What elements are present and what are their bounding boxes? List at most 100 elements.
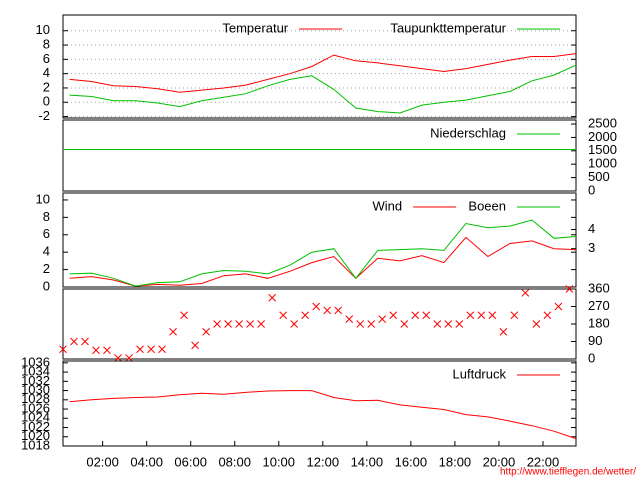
- direction-marker: [202, 327, 210, 336]
- x-tick-label: 22:00: [527, 454, 560, 469]
- y2-tick-label: 1500: [588, 142, 617, 157]
- y2-tick-label: 270: [588, 298, 610, 313]
- footer-url: http://www.tiefflegen.de/wetter/: [500, 467, 636, 478]
- series-line: [69, 390, 577, 440]
- direction-marker: [114, 354, 122, 362]
- y-tick-label: 1026: [21, 400, 50, 415]
- panel-frame: [62, 192, 577, 288]
- direction-marker: [70, 337, 78, 346]
- direction-marker: [554, 302, 563, 311]
- x-tick-label: 18:00: [439, 454, 472, 469]
- direction-marker: [169, 327, 177, 336]
- series-line: [69, 53, 577, 93]
- y2-tick-label: 0: [588, 350, 595, 365]
- direction-marker: [257, 320, 266, 328]
- y-tick-label: 4: [43, 65, 50, 80]
- direction-marker: [224, 320, 232, 328]
- y-tick-label: 10: [36, 22, 50, 37]
- x-tick-label: 08:00: [218, 454, 251, 469]
- y-tick-label: 1032: [21, 373, 50, 388]
- y-tick-label: 8: [43, 209, 50, 224]
- direction-marker: [466, 311, 475, 320]
- y2-tick-label: 360: [588, 280, 610, 295]
- y-tick-label: 2: [43, 79, 50, 94]
- y-tick-label: 4: [43, 244, 50, 259]
- direction-marker: [499, 327, 508, 336]
- y2-tick-label: 2000: [588, 129, 617, 144]
- direction-marker: [422, 311, 431, 320]
- y-tick-label: 6: [43, 51, 50, 66]
- x-tick-label: 16:00: [395, 454, 428, 469]
- direction-marker: [158, 345, 166, 354]
- direction-marker: [543, 311, 552, 320]
- direction-marker: [268, 293, 277, 302]
- panel-frame: [62, 360, 577, 447]
- direction-marker: [147, 345, 155, 354]
- x-tick-label: 12:00: [307, 454, 340, 469]
- direction-marker: [312, 302, 321, 311]
- direction-marker: [345, 315, 354, 323]
- legend-label: Wind: [373, 198, 403, 213]
- direction-marker: [367, 320, 376, 328]
- direction-marker: [246, 320, 254, 328]
- y-tick-label: 1022: [21, 419, 50, 434]
- y-tick-label: 6: [43, 226, 50, 241]
- panel-frame: [62, 14, 577, 119]
- legend-label: Niederschlag: [430, 125, 506, 140]
- direction-marker: [301, 311, 310, 320]
- direction-marker: [389, 311, 398, 320]
- x-tick-label: 20:00: [483, 454, 516, 469]
- x-tick-label: 02:00: [86, 454, 119, 469]
- x-tick-label: 04:00: [130, 454, 163, 469]
- direction-marker: [356, 320, 365, 328]
- direction-marker: [59, 345, 67, 354]
- legend-label: Luftdruck: [453, 366, 507, 381]
- y-tick-label: 1030: [21, 382, 50, 397]
- direction-marker: [400, 320, 409, 328]
- direction-marker: [290, 320, 299, 328]
- y-tick-label: 10: [36, 191, 50, 206]
- direction-marker: [510, 311, 519, 320]
- direction-marker: [180, 311, 188, 320]
- direction-marker: [279, 311, 288, 320]
- panel-frame: [62, 119, 577, 192]
- y-tick-label: 1034: [21, 364, 50, 379]
- legend-label: Boeen: [468, 198, 506, 213]
- y2-tick-label: 3: [588, 240, 595, 255]
- y-tick-label: 1020: [21, 428, 50, 443]
- y-tick-label: 1018: [21, 437, 50, 452]
- direction-marker: [334, 306, 343, 315]
- direction-marker: [488, 311, 497, 320]
- direction-marker: [136, 345, 144, 354]
- x-tick-label: 14:00: [351, 454, 384, 469]
- direction-marker: [532, 320, 541, 328]
- direction-marker: [323, 306, 332, 315]
- y-tick-label: 1028: [21, 391, 50, 406]
- x-tick-label: 10:00: [262, 454, 295, 469]
- direction-marker: [433, 320, 442, 328]
- direction-marker: [81, 337, 89, 346]
- legend-label: Taupunkttemperatur: [390, 20, 506, 35]
- direction-marker: [455, 320, 464, 328]
- direction-marker: [103, 346, 111, 355]
- direction-marker: [378, 315, 387, 323]
- y2-tick-label: 90: [588, 333, 602, 348]
- y-tick-label: 1036: [21, 354, 50, 369]
- y-tick-label: 0: [43, 278, 50, 293]
- y2-tick-label: 500: [588, 169, 610, 184]
- y-tick-label: 2: [43, 261, 50, 276]
- y2-tick-label: 0: [588, 182, 595, 197]
- y-tick-label: 8: [43, 36, 50, 51]
- y-tick-label: 0: [43, 94, 50, 109]
- y2-tick-label: 4: [588, 221, 595, 236]
- y2-tick-label: 180: [588, 315, 610, 330]
- y2-tick-label: 2500: [588, 115, 617, 130]
- direction-marker: [235, 320, 243, 328]
- legend-label: Temperatur: [222, 20, 288, 35]
- direction-marker: [521, 289, 530, 297]
- series-line: [69, 64, 577, 114]
- x-tick-label: 06:00: [174, 454, 207, 469]
- y-tick-label: 1024: [21, 410, 50, 425]
- direction-marker: [125, 354, 133, 362]
